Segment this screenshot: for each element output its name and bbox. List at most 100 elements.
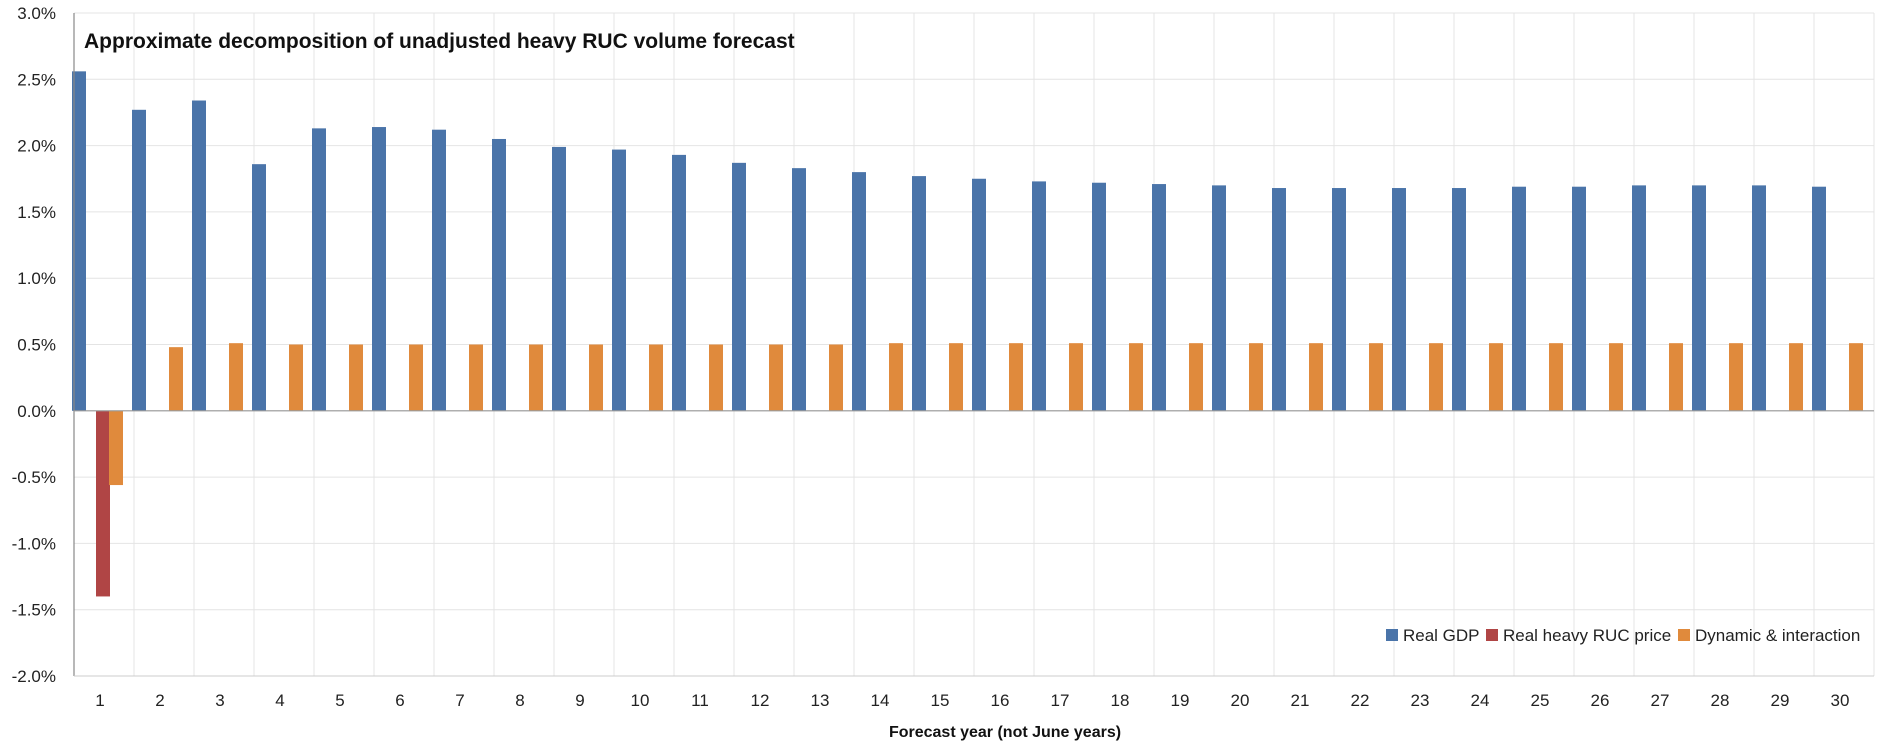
bar	[1692, 185, 1706, 411]
bar	[409, 344, 423, 411]
bar	[1429, 343, 1443, 411]
bar	[1489, 343, 1503, 411]
bar	[769, 344, 783, 411]
bar	[889, 343, 903, 411]
axis-layer: 3.0% 2.5% 2.0% 1.5% 1.0% 0.5% 0.0% -0.5% -1.0% -1…	[12, 4, 1874, 710]
bar	[1789, 343, 1803, 411]
bar	[672, 154, 686, 411]
bar	[829, 344, 843, 411]
bar	[1152, 184, 1166, 411]
x-tick-label: 17	[1051, 691, 1070, 710]
bar	[229, 343, 243, 411]
legend-label: Real heavy RUC price	[1503, 626, 1671, 645]
x-tick-label: 21	[1291, 691, 1310, 710]
bar	[1189, 343, 1203, 411]
y-tick-label: -0.5%	[12, 468, 56, 487]
y-tick-label: 0.5%	[17, 336, 56, 355]
bar	[1549, 343, 1563, 411]
chart-title: Approximate decomposition of unadjusted …	[84, 30, 795, 53]
x-tick-label: 19	[1171, 691, 1190, 710]
y-tick-label: 3.0%	[17, 4, 56, 23]
x-tick-label: 4	[275, 691, 284, 710]
bar	[1572, 186, 1586, 411]
x-tick-label: 6	[395, 691, 404, 710]
bar	[1249, 343, 1263, 411]
x-tick-label: 13	[811, 691, 830, 710]
bar	[1609, 343, 1623, 411]
bar	[132, 109, 146, 411]
x-tick-label: 22	[1351, 691, 1370, 710]
bar	[1069, 343, 1083, 411]
bar	[349, 344, 363, 411]
x-tick-label: 2	[155, 691, 164, 710]
x-tick-label: 5	[335, 691, 344, 710]
bar	[1309, 343, 1323, 411]
bar	[1092, 182, 1106, 411]
bar	[1129, 343, 1143, 411]
bar	[1272, 188, 1286, 411]
x-tick-label: 9	[575, 691, 584, 710]
bar	[1369, 343, 1383, 411]
bar	[1729, 343, 1743, 411]
x-tick-label: 23	[1411, 691, 1430, 710]
bar	[492, 138, 506, 411]
bar	[1512, 186, 1526, 411]
bar	[732, 162, 746, 411]
bar	[1032, 181, 1046, 411]
x-tick-label: 25	[1531, 691, 1550, 710]
y-tick-label: -1.5%	[12, 601, 56, 620]
x-tick-label: 12	[751, 691, 770, 710]
bar	[972, 178, 986, 411]
bar	[1452, 188, 1466, 411]
bar	[1752, 185, 1766, 411]
bar	[1632, 185, 1646, 411]
bar	[1212, 185, 1226, 411]
y-tick-label: -1.0%	[12, 534, 56, 553]
x-tick-label: 30	[1831, 691, 1850, 710]
legend-swatch	[1678, 629, 1690, 641]
bar	[1812, 186, 1826, 411]
x-tick-label: 8	[515, 691, 524, 710]
y-tick-label: 1.0%	[17, 269, 56, 288]
legend-label: Dynamic & interaction	[1695, 626, 1860, 645]
x-tick-label: 20	[1231, 691, 1250, 710]
x-axis-title: Forecast year (not June years)	[889, 724, 1121, 741]
bar	[1392, 188, 1406, 411]
bar	[169, 347, 183, 411]
bar	[72, 71, 86, 411]
legend-swatch	[1386, 629, 1398, 641]
bar	[1009, 343, 1023, 411]
x-tick-label: 1	[95, 691, 104, 710]
bar	[589, 344, 603, 411]
bar	[709, 344, 723, 411]
x-tick-label: 28	[1711, 691, 1730, 710]
x-tick-label: 27	[1651, 691, 1670, 710]
x-tick-label: 3	[215, 691, 224, 710]
x-tick-label: 14	[871, 691, 890, 710]
bar	[469, 344, 483, 411]
x-tick-label: 10	[631, 691, 650, 710]
bar	[1849, 343, 1863, 411]
bar	[612, 149, 626, 411]
bar	[109, 410, 123, 486]
y-tick-label: 1.5%	[17, 203, 56, 222]
x-tick-label: 26	[1591, 691, 1610, 710]
bar	[1669, 343, 1683, 411]
y-tick-label: -2.0%	[12, 667, 56, 686]
bar	[949, 343, 963, 411]
bar	[649, 344, 663, 411]
legend-label: Real GDP	[1403, 626, 1480, 645]
bar	[372, 127, 386, 411]
y-tick-label: 2.0%	[17, 137, 56, 156]
bar	[312, 128, 326, 411]
bar	[289, 344, 303, 411]
bars-layer	[72, 71, 1863, 597]
bar	[192, 100, 206, 411]
bar	[552, 146, 566, 411]
bar	[1332, 188, 1346, 411]
bar	[432, 129, 446, 411]
x-tick-label: 11	[691, 691, 709, 710]
bar	[96, 410, 110, 597]
